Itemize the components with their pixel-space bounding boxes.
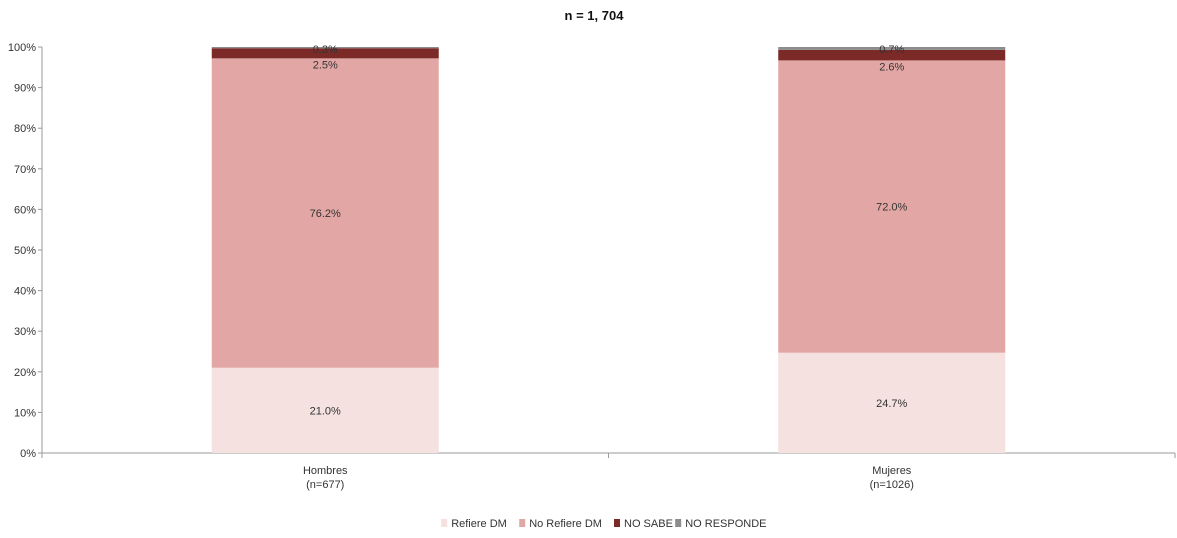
legend-label: NO RESPONDE	[685, 518, 766, 530]
bar-segment	[778, 352, 1006, 453]
y-tick-label: 100%	[8, 42, 36, 54]
data-label: 21.0%	[310, 405, 341, 417]
bar-segment	[778, 60, 1006, 353]
legend-label: NO SABE	[624, 518, 673, 530]
y-tick-label: 90%	[14, 83, 36, 95]
data-label: 24.7%	[876, 398, 907, 410]
y-tick-label: 20%	[14, 367, 36, 379]
data-label: 2.5%	[313, 59, 338, 71]
legend: Refiere DM No Refiere DM NO SABE NO RESPOND…	[441, 518, 766, 530]
x-tick-sublabel: (n=677)	[306, 479, 344, 491]
y-tick-label: 10%	[14, 407, 36, 419]
data-labels: 21.0% 76.2% 2.5% 0.3% 24.7% 72.0% 2.6% 0.7%	[310, 44, 908, 417]
y-tick-label: 30%	[14, 326, 36, 338]
bars	[211, 47, 1006, 453]
bar-segment	[211, 367, 439, 453]
x-tick-sublabel: (n=1026)	[870, 479, 914, 491]
data-label: 76.2%	[310, 208, 341, 220]
legend-label: No Refiere DM	[529, 518, 602, 530]
legend-swatch	[441, 519, 448, 527]
y-tick-label: 70%	[14, 164, 36, 176]
data-label: 2.6%	[879, 61, 904, 73]
legend-label: Refiere DM	[451, 518, 507, 530]
legend-swatch	[614, 519, 620, 527]
legend-swatch	[675, 519, 682, 527]
bar-segment	[211, 47, 439, 49]
bar-segment	[211, 58, 439, 368]
y-tick-label: 80%	[14, 123, 36, 135]
bar-segment	[778, 47, 1006, 50]
chart-title: n = 1, 704	[565, 8, 625, 23]
y-tick-label: 0%	[20, 448, 36, 460]
x-tick-label: Hombres	[303, 465, 348, 477]
data-label: 0.3%	[313, 44, 338, 56]
y-tick-label: 50%	[14, 245, 36, 257]
x-tick-label: Mujeres	[872, 465, 912, 477]
axes: 0% 10% 20% 30% 40% 50% 60% 70% 80% 90% 100% Hombres…	[8, 42, 1176, 491]
y-tick-label: 60%	[14, 204, 36, 216]
legend-swatch	[519, 519, 526, 527]
data-label: 72.0%	[876, 202, 907, 214]
bar-segment	[778, 49, 1006, 61]
y-tick-label: 40%	[14, 286, 36, 298]
bar-segment	[211, 48, 439, 59]
data-label: 0.7%	[879, 44, 904, 56]
